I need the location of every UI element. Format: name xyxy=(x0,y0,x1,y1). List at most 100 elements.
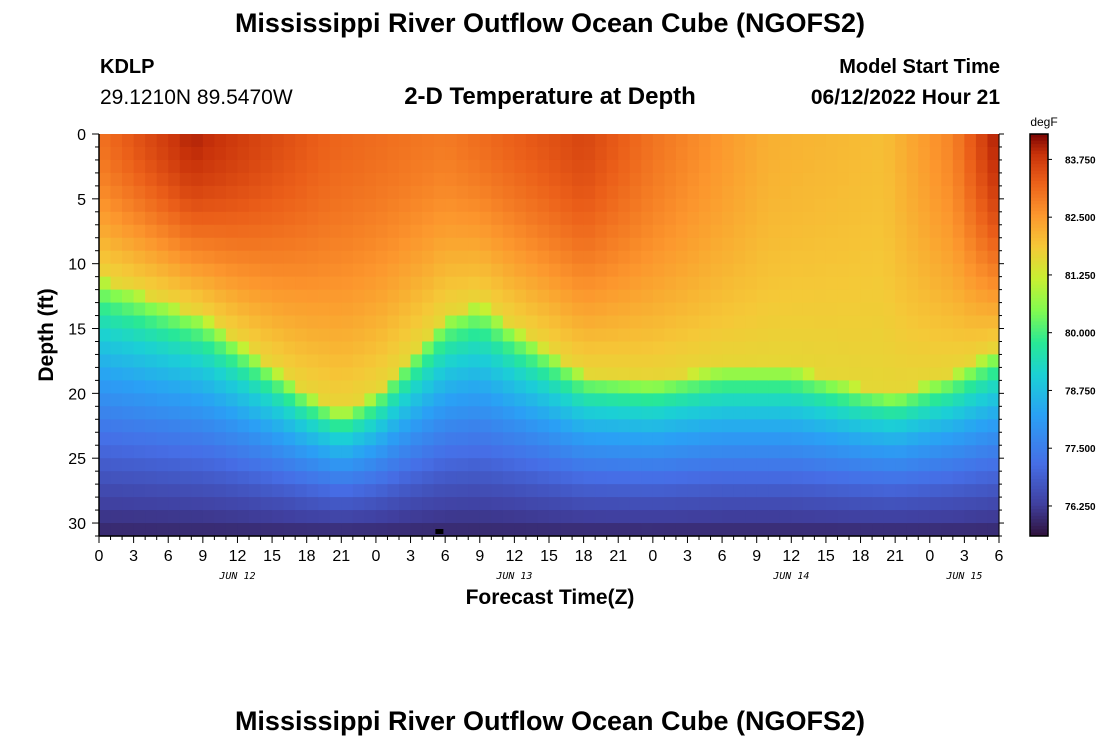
heatmap-cell xyxy=(272,510,285,524)
heatmap-cell xyxy=(318,198,331,213)
colorbar-tick-label: 83.750 xyxy=(1065,155,1096,166)
heatmap-cell xyxy=(756,172,769,187)
heatmap-cell xyxy=(941,250,954,265)
heatmap-cell xyxy=(168,328,181,343)
heatmap-cell xyxy=(249,406,262,420)
colorbar-segment xyxy=(1030,201,1048,205)
heatmap-cell xyxy=(883,146,896,161)
heatmap-cell xyxy=(595,237,608,252)
heatmap-cell xyxy=(468,497,481,511)
heatmap-cell xyxy=(318,523,331,537)
heatmap-cell xyxy=(618,146,631,161)
heatmap-cell xyxy=(583,172,596,187)
heatmap-cell xyxy=(133,315,146,330)
heatmap-cell xyxy=(779,393,792,407)
heatmap-cell xyxy=(306,484,319,498)
heatmap-cell xyxy=(237,263,250,278)
heatmap-cell xyxy=(156,367,169,381)
heatmap-cell xyxy=(225,237,239,252)
heatmap-cell xyxy=(122,224,135,239)
heatmap-cell xyxy=(595,198,608,213)
heatmap-cell xyxy=(872,289,885,304)
heatmap-cell xyxy=(329,458,342,472)
heatmap-cell xyxy=(652,263,665,278)
heatmap-cell xyxy=(295,510,308,524)
heatmap-cell xyxy=(537,211,550,226)
colorbar-segment xyxy=(1030,455,1048,460)
heatmap-cell xyxy=(179,237,192,252)
heatmap-cell xyxy=(364,471,377,485)
heatmap-cell xyxy=(768,471,781,485)
heatmap-cell xyxy=(145,367,158,381)
heatmap-cell xyxy=(156,134,169,148)
heatmap-cell xyxy=(202,510,215,524)
heatmap-cell xyxy=(479,419,492,433)
heatmap-cell xyxy=(387,146,400,161)
heatmap-cell xyxy=(975,419,989,433)
heatmap-cell xyxy=(456,367,469,381)
heatmap-cell xyxy=(387,315,400,330)
heatmap-cell xyxy=(399,159,412,174)
heatmap-cell xyxy=(860,250,873,265)
heatmap-cell xyxy=(491,134,504,148)
heatmap-cell xyxy=(375,172,389,187)
heatmap-cell xyxy=(629,198,642,213)
heatmap-cell xyxy=(710,523,723,537)
heatmap-cell xyxy=(710,250,723,265)
heatmap-cell xyxy=(583,523,596,537)
heatmap-cell xyxy=(445,341,458,356)
heatmap-cell xyxy=(710,380,723,394)
heatmap-cell xyxy=(399,328,412,343)
heatmap-cell xyxy=(583,211,596,226)
heatmap-cell xyxy=(156,419,169,433)
heatmap-cell xyxy=(456,146,469,161)
heatmap-cell xyxy=(399,237,412,252)
heatmap-cell xyxy=(595,302,608,317)
heatmap-cell xyxy=(214,302,227,317)
heatmap-cell xyxy=(214,263,227,278)
colorbar-segment xyxy=(1030,428,1048,433)
heatmap-cell xyxy=(941,523,954,537)
heatmap-cell xyxy=(283,497,296,511)
heatmap-cell xyxy=(699,146,712,161)
heatmap-cell xyxy=(825,406,839,420)
heatmap-cell xyxy=(445,380,458,394)
heatmap-cell xyxy=(918,341,931,356)
heatmap-cell xyxy=(318,510,331,524)
heatmap-cell xyxy=(722,159,735,174)
heatmap-cell xyxy=(595,224,608,239)
heatmap-cell xyxy=(329,302,342,317)
heatmap-cell xyxy=(791,276,804,291)
heatmap-cell xyxy=(802,224,815,239)
heatmap-cell xyxy=(283,289,296,304)
heatmap-cell xyxy=(99,159,112,174)
colorbar-segment xyxy=(1030,489,1048,493)
heatmap-cell xyxy=(456,432,469,446)
heatmap-cell xyxy=(525,471,539,485)
heatmap-cell xyxy=(433,484,446,498)
heatmap-cell xyxy=(941,445,954,459)
heatmap-cell xyxy=(595,354,608,369)
colorbar-segment xyxy=(1030,515,1048,520)
heatmap-cell xyxy=(433,445,446,459)
heatmap-cell xyxy=(606,211,619,226)
heatmap-cell xyxy=(964,510,977,524)
heatmap-cell xyxy=(629,484,642,498)
heatmap-cell xyxy=(352,289,365,304)
heatmap-cell xyxy=(514,211,527,226)
heatmap-cell xyxy=(918,263,931,278)
heatmap-cell xyxy=(191,237,204,252)
heatmap-cell xyxy=(952,159,965,174)
heatmap-cell xyxy=(883,458,896,472)
heatmap-cell xyxy=(733,146,746,161)
colorbar-segment xyxy=(1030,475,1048,480)
heatmap-cell xyxy=(445,134,458,148)
heatmap-cell xyxy=(802,510,815,524)
heatmap-cell xyxy=(433,354,446,369)
heatmap-cell xyxy=(272,354,285,369)
heatmap-cell xyxy=(237,224,250,239)
heatmap-cell xyxy=(710,445,723,459)
heatmap-cell xyxy=(629,250,642,265)
heatmap-cell xyxy=(722,354,735,369)
heatmap-cell xyxy=(456,185,469,200)
